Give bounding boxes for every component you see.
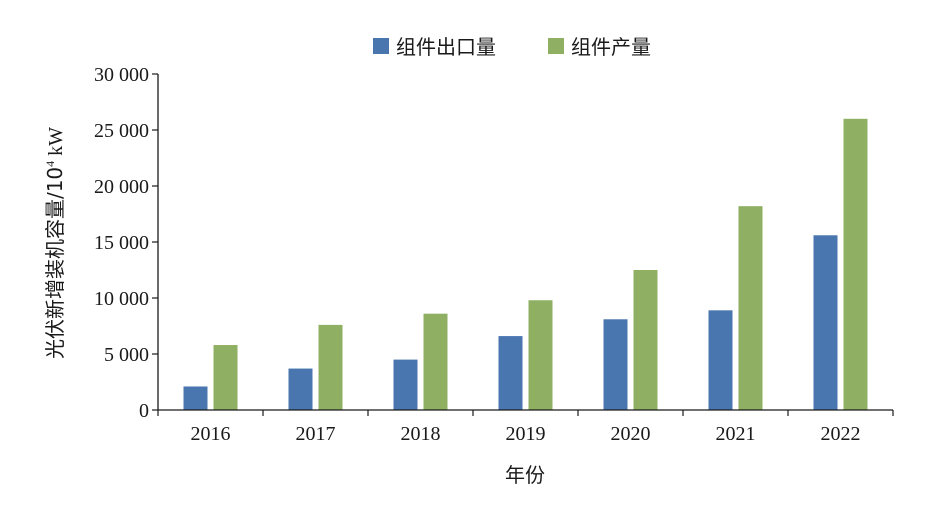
y-tick-label: 30 000 xyxy=(94,64,149,86)
legend: 组件出口量 组件产量 xyxy=(373,35,651,59)
y-tick-label: 20 000 xyxy=(94,176,149,198)
bar-export-2021 xyxy=(708,310,733,410)
bar-export-2019 xyxy=(498,336,523,410)
x-tick-label-2016: 2016 xyxy=(191,423,231,445)
bar-production-2019 xyxy=(528,300,553,410)
x-tick-label-2021: 2021 xyxy=(716,423,756,445)
legend-swatch-production xyxy=(548,38,564,54)
x-tick-label-2020: 2020 xyxy=(611,423,651,445)
bar-export-2016 xyxy=(183,386,208,410)
y-axis-title-exponent: 4 xyxy=(43,161,57,167)
y-axis-ticks: 0 5 000 10 000 15 000 20 000 25 000 30 000 xyxy=(94,64,158,422)
bar-production-2021 xyxy=(738,206,763,410)
y-tick-label: 15 000 xyxy=(94,232,149,254)
bar-production-2018 xyxy=(423,313,448,410)
bar-export-2022 xyxy=(813,235,838,410)
y-axis-title-unit: kW xyxy=(45,127,67,161)
y-axis-title: 光伏新增装机容量/104 kW xyxy=(43,127,67,359)
bar-export-2020 xyxy=(603,319,628,410)
y-axis-title-main: 光伏新增装机容量/10 xyxy=(43,167,67,359)
x-tick-label-2019: 2019 xyxy=(506,423,546,445)
x-axis-ticks: 2016 2017 2018 2019 2020 2021 2022 xyxy=(157,410,894,445)
y-tick-label: 10 000 xyxy=(94,288,149,310)
bar-production-2022 xyxy=(843,118,868,411)
bar-export-2017 xyxy=(288,368,313,410)
legend-swatch-export xyxy=(373,38,389,54)
bars xyxy=(183,118,868,411)
y-tick-label: 0 xyxy=(139,400,149,422)
legend-label-export: 组件出口量 xyxy=(396,35,496,59)
legend-label-production: 组件产量 xyxy=(571,35,651,59)
x-axis-title: 年份 xyxy=(505,463,545,487)
x-tick-label-2017: 2017 xyxy=(296,423,336,445)
y-tick-label: 25 000 xyxy=(94,120,149,142)
y-tick-label: 5 000 xyxy=(104,344,149,366)
x-tick-label-2018: 2018 xyxy=(401,423,441,445)
x-tick-label-2022: 2022 xyxy=(821,423,861,445)
bar-export-2018 xyxy=(393,359,418,410)
bar-production-2020 xyxy=(633,270,658,410)
bar-production-2016 xyxy=(213,345,238,410)
bar-production-2017 xyxy=(318,324,343,410)
